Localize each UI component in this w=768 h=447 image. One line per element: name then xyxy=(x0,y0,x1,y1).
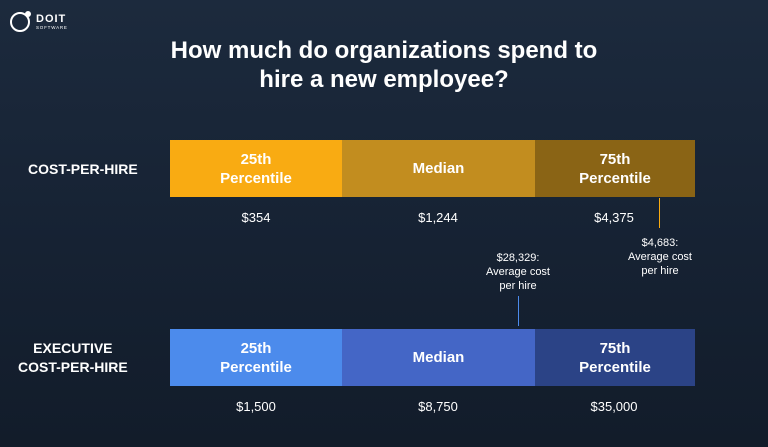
executive-cost-per-hire-bar: 25th Percentile Median 75th Percentile xyxy=(170,329,695,386)
logo-name: DOIT xyxy=(36,12,67,25)
value-label: $354 xyxy=(241,210,271,225)
logo-text: DOIT SOFTWARE xyxy=(36,12,68,31)
cost-per-hire-bar: 25th Percentile Median 75th Percentile xyxy=(170,140,695,197)
bar-segment-25th-percentile: 25th Percentile xyxy=(170,329,342,386)
bar-segment-median: Median xyxy=(342,329,535,386)
bar-segment-median: Median xyxy=(342,140,535,197)
row-label-executive-cost-per-hire: EXECUTIVE COST-PER-HIRE xyxy=(18,340,128,375)
average-marker-line xyxy=(659,198,660,228)
logo-subtitle: SOFTWARE xyxy=(36,24,68,30)
average-annotation: $28,329: Average cost per hire xyxy=(485,252,550,292)
value-label: $1,244 xyxy=(418,210,458,225)
value-label: $35,000 xyxy=(590,399,638,414)
value-label: $4,375 xyxy=(594,210,634,225)
average-annotation: $4,683: Average cost per hire xyxy=(627,237,692,277)
row-label-cost-per-hire: COST-PER-HIRE xyxy=(28,161,138,177)
company-logo: DOIT SOFTWARE xyxy=(10,11,68,32)
value-label: $8,750 xyxy=(418,399,458,414)
logo-mark-icon xyxy=(10,11,31,32)
average-marker-line xyxy=(518,296,519,326)
value-label: $1,500 xyxy=(236,399,276,414)
chart-title: How much do organizations spend to hire … xyxy=(170,37,598,93)
bar-segment-25th-percentile: 25th Percentile xyxy=(170,140,342,197)
bar-segment-75th-percentile: 75th Percentile xyxy=(535,140,695,197)
bar-segment-75th-percentile: 75th Percentile xyxy=(535,329,695,386)
